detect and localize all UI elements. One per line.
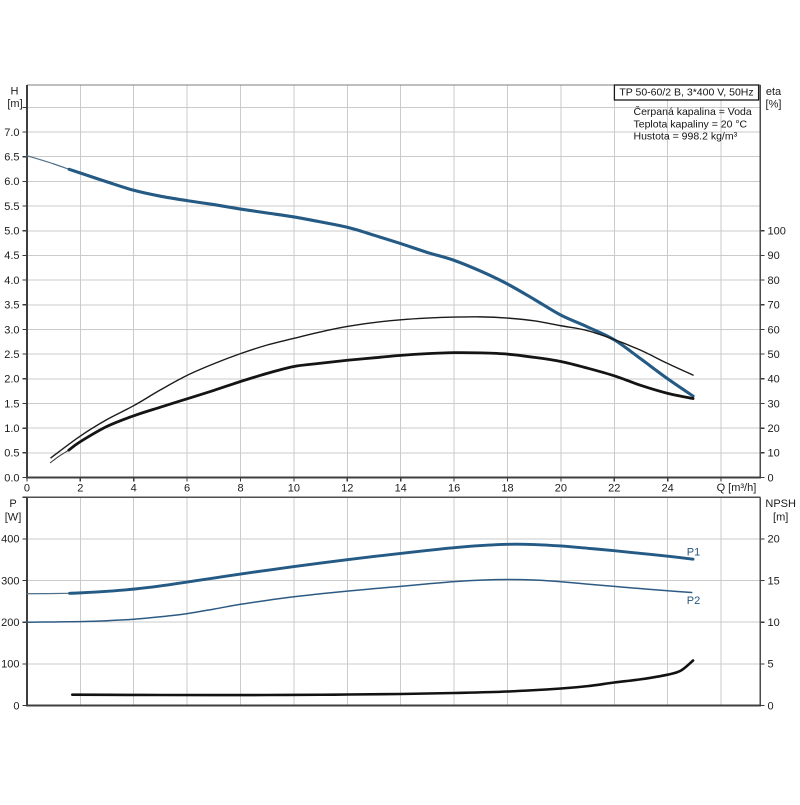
svg-text:10: 10 [768,448,780,460]
svg-text:2.5: 2.5 [4,349,19,361]
svg-text:5.5: 5.5 [4,201,19,213]
svg-text:eta: eta [766,86,782,98]
svg-text:4.0: 4.0 [4,275,19,287]
svg-text:300: 300 [1,575,19,587]
svg-text:0: 0 [24,482,30,494]
svg-text:[%]: [%] [766,98,782,110]
svg-text:100: 100 [768,226,786,238]
svg-text:40: 40 [768,374,780,386]
svg-text:H: H [11,85,19,97]
svg-text:2.0: 2.0 [4,374,19,386]
svg-text:400: 400 [1,534,19,546]
svg-text:100: 100 [1,659,19,671]
svg-text:10: 10 [768,617,780,629]
svg-text:P1: P1 [687,546,700,558]
svg-text:Čerpaná kapalina = Voda: Čerpaná kapalina = Voda [634,105,752,118]
svg-text:P2: P2 [687,595,700,607]
svg-text:8: 8 [237,482,243,494]
svg-text:50: 50 [768,349,780,361]
svg-text:14: 14 [395,482,407,494]
svg-text:0: 0 [13,700,19,712]
svg-text:3.5: 3.5 [4,300,19,312]
svg-text:Q [m³/h]: Q [m³/h] [717,482,757,494]
svg-text:[W]: [W] [5,512,22,524]
svg-text:[m]: [m] [773,512,788,524]
svg-text:20: 20 [555,482,567,494]
svg-text:TP 50-60/2 B, 3*400 V, 50Hz: TP 50-60/2 B, 3*400 V, 50Hz [619,87,753,99]
svg-text:6: 6 [184,482,190,494]
svg-text:22: 22 [608,482,620,494]
svg-text:2: 2 [77,482,83,494]
svg-text:1.0: 1.0 [4,423,19,435]
svg-text:[m]: [m] [7,98,22,110]
svg-text:NPSH: NPSH [765,498,796,510]
svg-text:1.5: 1.5 [4,398,19,410]
svg-text:90: 90 [768,250,780,262]
svg-text:Teplota kapaliny = 20 °C: Teplota kapaliny = 20 °C [634,118,748,130]
svg-text:5: 5 [768,659,774,671]
svg-text:7.0: 7.0 [4,127,19,139]
svg-text:80: 80 [768,275,780,287]
svg-text:10: 10 [288,482,300,494]
svg-text:4: 4 [131,482,137,494]
svg-text:20: 20 [768,423,780,435]
svg-text:15: 15 [768,575,780,587]
svg-text:4.5: 4.5 [4,250,19,262]
svg-text:70: 70 [768,300,780,312]
svg-text:20: 20 [768,534,780,546]
svg-text:30: 30 [768,398,780,410]
svg-text:5.0: 5.0 [4,226,19,238]
svg-text:P: P [9,498,16,510]
svg-text:3.0: 3.0 [4,324,19,336]
svg-text:200: 200 [1,617,19,629]
svg-text:12: 12 [341,482,353,494]
svg-text:Hustota = 998.2 kg/m³: Hustota = 998.2 kg/m³ [634,131,738,143]
svg-text:0.5: 0.5 [4,448,19,460]
svg-text:16: 16 [448,482,460,494]
svg-text:0.0: 0.0 [4,472,19,484]
svg-text:24: 24 [662,482,674,494]
svg-text:18: 18 [501,482,513,494]
svg-text:60: 60 [768,324,780,336]
svg-text:6.0: 6.0 [4,176,19,188]
svg-text:0: 0 [768,700,774,712]
svg-text:0: 0 [768,472,774,484]
svg-text:6.5: 6.5 [4,152,19,164]
